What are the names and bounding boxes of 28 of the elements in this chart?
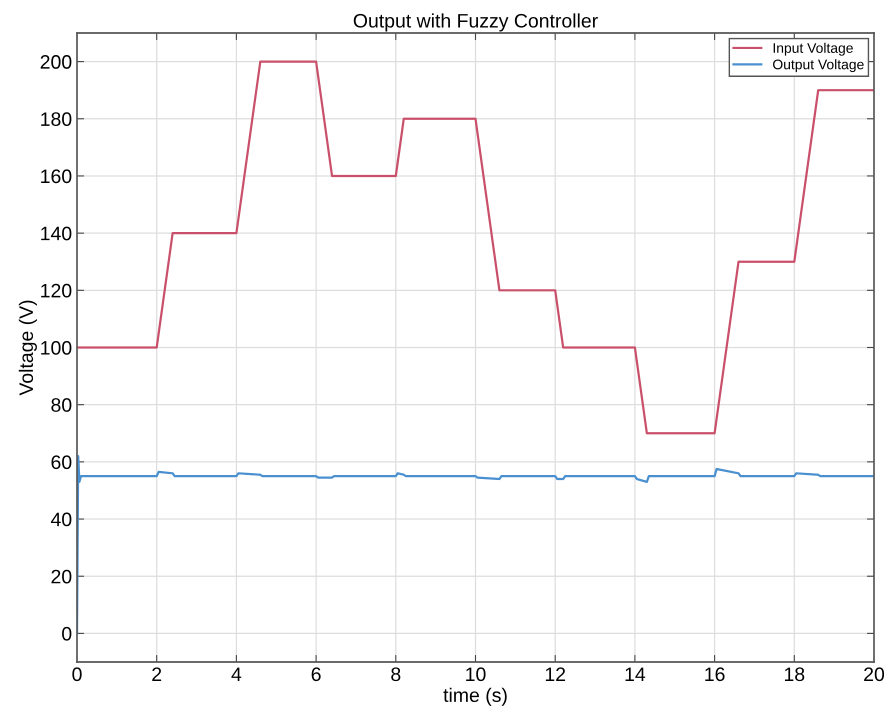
x-axis-title: time (s): [443, 688, 507, 706]
y-tick-label: 80: [51, 398, 72, 412]
y-tick-label: 100: [41, 340, 72, 355]
legend-label: Input Voltage: [774, 42, 853, 56]
y-tick-label: 120: [41, 284, 72, 298]
y-tick-label: 60: [52, 455, 72, 470]
y-tick-label: 20: [51, 570, 72, 584]
x-tick-label: 12: [546, 667, 566, 681]
x-tick-label: 6: [312, 667, 321, 682]
x-tick-label: 14: [626, 668, 646, 681]
chart-title: Output with Fuzzy Controller: [354, 13, 598, 32]
x-tick-label: 10: [466, 667, 486, 682]
x-tick-label: 20: [864, 667, 884, 682]
x-tick-label: 16: [705, 667, 725, 682]
legend-label: Output Voltage: [773, 59, 864, 72]
line-series: [77, 60, 874, 434]
x-tick-label: 8: [391, 667, 400, 682]
x-tick-label: 4: [231, 668, 242, 681]
x-tick-label: 18: [784, 667, 804, 682]
y-tick-label: 0: [62, 626, 72, 641]
y-axis-title: Voltage (V): [18, 300, 37, 396]
x-tick-label: 2: [152, 667, 162, 681]
y-tick-label: 140: [41, 226, 72, 240]
y-tick-label: 180: [41, 112, 72, 126]
y-tick-label: 160: [41, 169, 72, 184]
x-tick-label: 0: [72, 667, 82, 682]
y-tick-label: 40: [50, 512, 72, 526]
y-tick-label: 200: [40, 55, 72, 69]
